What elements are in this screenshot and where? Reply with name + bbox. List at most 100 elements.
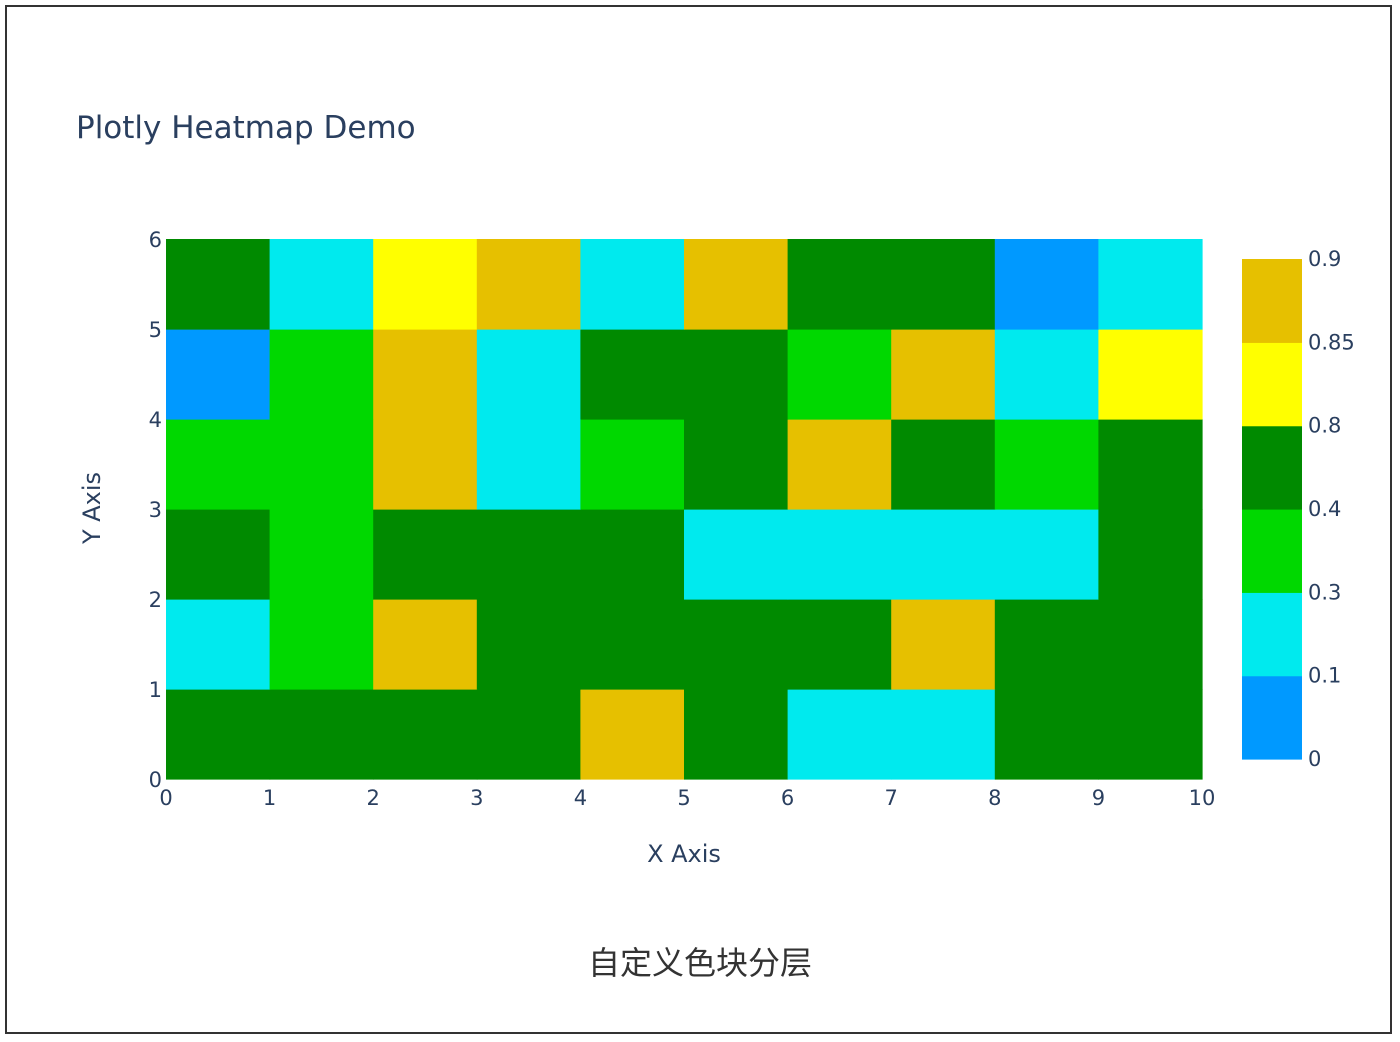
- heatmap-cell: [684, 509, 789, 600]
- heatmap-cell: [684, 599, 789, 690]
- x-tick-label: 2: [367, 786, 380, 810]
- heatmap-cell: [476, 239, 581, 330]
- x-tick-label: 1: [263, 786, 276, 810]
- heatmap-cell: [684, 239, 789, 330]
- colorbar-tick-label: 0: [1308, 747, 1321, 771]
- heatmap-cell: [891, 599, 996, 690]
- colorbar-segment: [1242, 675, 1302, 760]
- heatmap-cell: [684, 329, 789, 420]
- heatmap-cell: [476, 329, 581, 420]
- colorbar-tick-label: 0.9: [1308, 247, 1341, 271]
- colorbar-tick-label: 0.8: [1308, 414, 1341, 438]
- y-axis-title: Y Axis: [78, 472, 106, 545]
- y-axis-ticks: 0 1 2 3 4 5 6: [149, 228, 162, 792]
- heatmap-cell: [891, 239, 996, 330]
- figure-caption: 自定义色块分层: [587, 944, 812, 982]
- heatmap-cell: [166, 329, 271, 420]
- heatmap-cell: [891, 419, 996, 510]
- heatmap-cell: [373, 419, 478, 510]
- colorbar-tick-label: 0.4: [1308, 497, 1341, 521]
- x-tick-label: 4: [574, 786, 587, 810]
- y-tick-label: 5: [149, 318, 162, 342]
- heatmap-cell: [787, 239, 892, 330]
- heatmap-cell: [269, 329, 374, 420]
- colorbar-segment: [1242, 259, 1302, 343]
- colorbar-tick-label: 0.85: [1308, 330, 1355, 354]
- x-tick-label: 9: [1092, 786, 1105, 810]
- colorbar-segment: [1242, 342, 1302, 427]
- x-tick-label: 7: [885, 786, 898, 810]
- x-tick-label: 8: [988, 786, 1001, 810]
- x-axis-ticks: 0 1 2 3 4 5 6 7 8 9 10: [159, 786, 1215, 810]
- heatmap-cell: [1098, 689, 1203, 780]
- heatmap-cell: [269, 239, 374, 330]
- heatmap-cell: [1098, 509, 1203, 600]
- heatmap-cell: [580, 419, 685, 510]
- colorbar-segment: [1242, 509, 1302, 593]
- y-tick-label: 1: [149, 678, 162, 702]
- colorbar-tick-label: 0.3: [1308, 580, 1341, 604]
- y-tick-label: 0: [149, 768, 162, 792]
- heatmap-cell: [994, 329, 1099, 420]
- heatmap-cell: [166, 689, 271, 780]
- heatmap-cell: [166, 239, 271, 330]
- heatmap-cell: [787, 419, 892, 510]
- x-tick-label: 0: [159, 786, 172, 810]
- heatmap-cell: [1098, 329, 1203, 420]
- heatmap-cell: [787, 509, 892, 600]
- y-tick-label: 6: [149, 228, 162, 252]
- heatmap-cell: [994, 419, 1099, 510]
- heatmap-cell: [891, 689, 996, 780]
- y-tick-label: 2: [149, 588, 162, 612]
- heatmap-cell: [580, 239, 685, 330]
- heatmap-cell: [891, 329, 996, 420]
- heatmap-cell: [476, 419, 581, 510]
- heatmap-cell: [994, 239, 1099, 330]
- heatmap-cell: [891, 509, 996, 600]
- heatmap-cell: [166, 509, 271, 600]
- heatmap-cell: [269, 599, 374, 690]
- heatmap-cell: [787, 599, 892, 690]
- heatmap-cell: [1098, 239, 1203, 330]
- heatmap-cell: [373, 599, 478, 690]
- colorbar: [1242, 259, 1302, 760]
- colorbar-segment: [1242, 592, 1302, 677]
- x-tick-label: 3: [470, 786, 483, 810]
- heatmap-cell: [269, 689, 374, 780]
- heatmap-cell: [580, 689, 685, 780]
- x-axis-title: X Axis: [647, 840, 721, 868]
- heatmap-cell: [787, 329, 892, 420]
- heatmap-cell: [476, 689, 581, 780]
- heatmap-cell: [166, 599, 271, 690]
- heatmap-cell: [580, 509, 685, 600]
- heatmap-cell: [373, 509, 478, 600]
- heatmap-cell: [787, 689, 892, 780]
- chart-title: Plotly Heatmap Demo: [76, 110, 416, 146]
- heatmap-cell: [684, 419, 789, 510]
- heatmap-cell: [373, 329, 478, 420]
- heatmap-cell: [1098, 599, 1203, 690]
- x-tick-label: 10: [1189, 786, 1216, 810]
- heatmap-cells: [166, 239, 1203, 780]
- heatmap-cell: [166, 419, 271, 510]
- heatmap-cell: [994, 599, 1099, 690]
- heatmap-cell: [1098, 419, 1203, 510]
- heatmap-cell: [684, 689, 789, 780]
- heatmap-cell: [580, 599, 685, 690]
- y-tick-label: 4: [149, 408, 162, 432]
- colorbar-segment: [1242, 425, 1302, 510]
- heatmap-cell: [476, 509, 581, 600]
- heatmap-cell: [373, 689, 478, 780]
- heatmap-cell: [373, 239, 478, 330]
- heatmap-cell: [994, 689, 1099, 780]
- colorbar-ticks: 0 0.1 0.3 0.4 0.8 0.85 0.9: [1308, 247, 1355, 771]
- x-tick-label: 6: [781, 786, 794, 810]
- y-tick-label: 3: [149, 498, 162, 522]
- heatmap-cell: [476, 599, 581, 690]
- x-tick-label: 5: [677, 786, 690, 810]
- colorbar-tick-label: 0.1: [1308, 664, 1341, 688]
- heatmap-cell: [269, 509, 374, 600]
- heatmap-cell: [269, 419, 374, 510]
- heatmap-cell: [580, 329, 685, 420]
